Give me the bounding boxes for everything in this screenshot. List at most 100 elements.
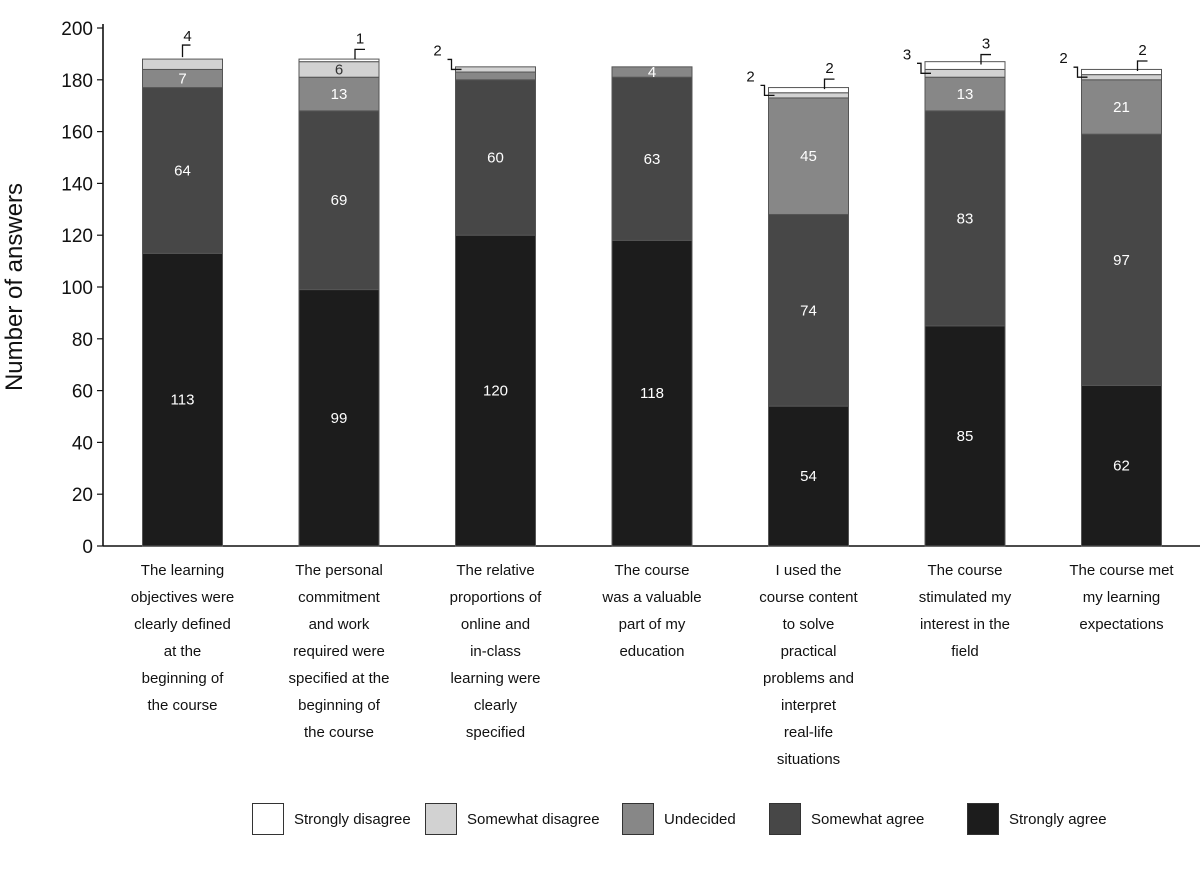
y-tick-label: 60	[72, 382, 93, 403]
x-category-label: The personal commitment and work required w…	[264, 557, 414, 746]
legend-swatch	[425, 803, 457, 835]
callout-label: 4	[183, 28, 191, 45]
bar-segment	[1081, 133, 1162, 386]
data-label: 6	[335, 61, 343, 78]
legend-label: Somewhat disagree	[467, 810, 600, 828]
x-category-label: The course met my learning expectations	[1047, 557, 1197, 638]
x-category-label-line: to solve	[782, 616, 835, 633]
data-label: 113	[171, 392, 195, 409]
x-category-label-line: specified at the	[288, 670, 390, 687]
legend-swatch	[967, 803, 999, 835]
callout-label: 2	[746, 68, 754, 85]
legend-item: Strongly agree	[967, 802, 1107, 836]
bar-segment	[1081, 68, 1162, 76]
bar-segment	[455, 71, 536, 81]
x-category-label-line: commitment	[298, 589, 380, 606]
x-category-label-line: beginning of	[298, 697, 380, 714]
callout-leader	[760, 84, 775, 96]
legend-label: Somewhat agree	[811, 810, 925, 828]
x-category-label: The course stimulated my interest in the fi…	[890, 557, 1040, 665]
x-category-label-line: The relative	[456, 562, 535, 579]
data-label: 13	[331, 86, 348, 103]
bar-segment	[611, 76, 693, 241]
x-category-label-line: practical	[780, 643, 837, 660]
x-category-label-line: The personal	[295, 562, 383, 579]
x-category-label-line: The course	[614, 562, 690, 579]
x-category-label-line: at the	[163, 643, 202, 660]
bar-segment	[768, 97, 849, 215]
x-category-label-line: online and	[460, 616, 531, 633]
legend-label: Undecided	[664, 810, 736, 828]
bar-segment	[768, 87, 849, 94]
x-category-label-line: problems and	[763, 670, 854, 687]
x-category-label: I used the course content to solve practica…	[734, 557, 884, 773]
data-label: 99	[331, 410, 348, 427]
data-label: 4	[648, 64, 656, 81]
callout-leader	[980, 53, 991, 65]
data-label: 7	[178, 71, 186, 88]
bar-segment	[924, 76, 1006, 112]
callout-leader	[354, 48, 365, 60]
data-label: 54	[800, 468, 817, 485]
callout-leader	[823, 78, 835, 90]
callout-leader	[917, 62, 931, 74]
x-category-label-line: course content	[759, 589, 858, 606]
data-label: 69	[331, 192, 348, 209]
bar-segment	[924, 110, 1006, 327]
bar-segment	[298, 58, 380, 63]
data-label: 85	[957, 428, 974, 445]
callout-label: 3	[903, 46, 911, 63]
bar-segment	[455, 79, 536, 236]
callout-label: 2	[433, 42, 441, 59]
bar-segment	[455, 66, 536, 73]
y-tick-label: 0	[82, 537, 93, 558]
y-tick-label: 20	[72, 485, 93, 506]
x-category-label-line: the course	[303, 724, 375, 741]
x-category-label-line: learning were	[450, 670, 541, 687]
x-category-label-line: the course	[147, 697, 218, 714]
callout-label: 2	[825, 60, 833, 77]
x-category-label-line: clearly defined	[134, 616, 231, 633]
callout-label: 1	[356, 30, 364, 47]
x-category-label: The learning objectives were clearly defin…	[108, 557, 258, 719]
callout-leader	[181, 44, 191, 58]
bar-segment	[1081, 384, 1162, 547]
callout-label: 2	[1059, 50, 1067, 67]
x-category-label-line: proportions of	[449, 589, 542, 606]
legend-swatch	[252, 803, 284, 835]
y-tick-label: 80	[72, 330, 93, 351]
x-category-label-line: expectations	[1079, 616, 1164, 633]
y-tick-label: 140	[61, 174, 93, 195]
callout-label: 3	[982, 36, 990, 53]
data-label: 120	[483, 383, 508, 400]
bar-segment	[298, 76, 380, 112]
x-category-label-line: clearly	[473, 697, 518, 714]
legend-item: Somewhat disagree	[425, 802, 600, 836]
x-category-label-line: objectives were	[130, 589, 235, 606]
legend-label: Strongly disagree	[294, 810, 411, 828]
x-category-label-line: part of my	[618, 616, 686, 633]
x-category-label-line: required were	[293, 643, 385, 660]
data-label: 13	[957, 86, 974, 103]
y-tick-label: 180	[61, 71, 93, 92]
legend-item: Strongly disagree	[252, 802, 411, 836]
legend-item: Undecided	[622, 802, 736, 836]
data-label: 74	[800, 302, 817, 319]
bar-segment	[768, 92, 849, 99]
x-category-label-line: was a valuable	[602, 589, 702, 606]
x-category-label-line: real-life	[783, 724, 834, 741]
data-label: 60	[487, 150, 504, 167]
bar-segment	[924, 325, 1006, 547]
data-label: 118	[640, 385, 664, 402]
x-category-label-line: The course	[927, 562, 1003, 579]
x-category-label-line: The learning	[140, 562, 225, 579]
x-category-label-line: beginning of	[141, 670, 224, 687]
x-category-label-line: stimulated my	[918, 589, 1012, 606]
bar-segment	[455, 234, 536, 547]
x-category-label-line: interpret	[780, 697, 837, 714]
bar-segment	[611, 66, 693, 78]
bar-segment	[298, 110, 380, 291]
x-category-label-line: specified	[465, 724, 526, 741]
legend-item: Somewhat agree	[769, 802, 924, 836]
